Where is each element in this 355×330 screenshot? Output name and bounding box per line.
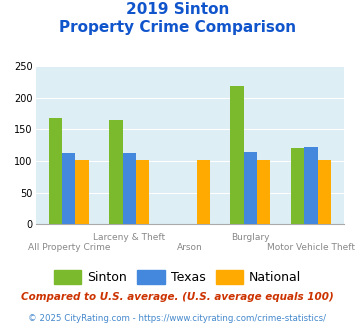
- Bar: [62, 153, 76, 224]
- Bar: [291, 148, 304, 224]
- Bar: [304, 147, 318, 224]
- Bar: [318, 160, 331, 224]
- Bar: [257, 160, 271, 224]
- Bar: [197, 160, 210, 224]
- Text: Arson: Arson: [177, 243, 203, 252]
- Legend: Sinton, Texas, National: Sinton, Texas, National: [49, 265, 306, 289]
- Text: Property Crime Comparison: Property Crime Comparison: [59, 20, 296, 35]
- Text: Compared to U.S. average. (U.S. average equals 100): Compared to U.S. average. (U.S. average …: [21, 292, 334, 302]
- Bar: [49, 118, 62, 224]
- Text: All Property Crime: All Property Crime: [28, 243, 110, 252]
- Text: Burglary: Burglary: [231, 233, 270, 242]
- Bar: [136, 160, 149, 224]
- Text: 2019 Sinton: 2019 Sinton: [126, 2, 229, 16]
- Text: Motor Vehicle Theft: Motor Vehicle Theft: [267, 243, 355, 252]
- Bar: [123, 153, 136, 224]
- Bar: [244, 151, 257, 224]
- Text: © 2025 CityRating.com - https://www.cityrating.com/crime-statistics/: © 2025 CityRating.com - https://www.city…: [28, 314, 327, 323]
- Text: Larceny & Theft: Larceny & Theft: [93, 233, 165, 242]
- Bar: [230, 86, 244, 224]
- Bar: [109, 120, 123, 224]
- Bar: [76, 160, 89, 224]
